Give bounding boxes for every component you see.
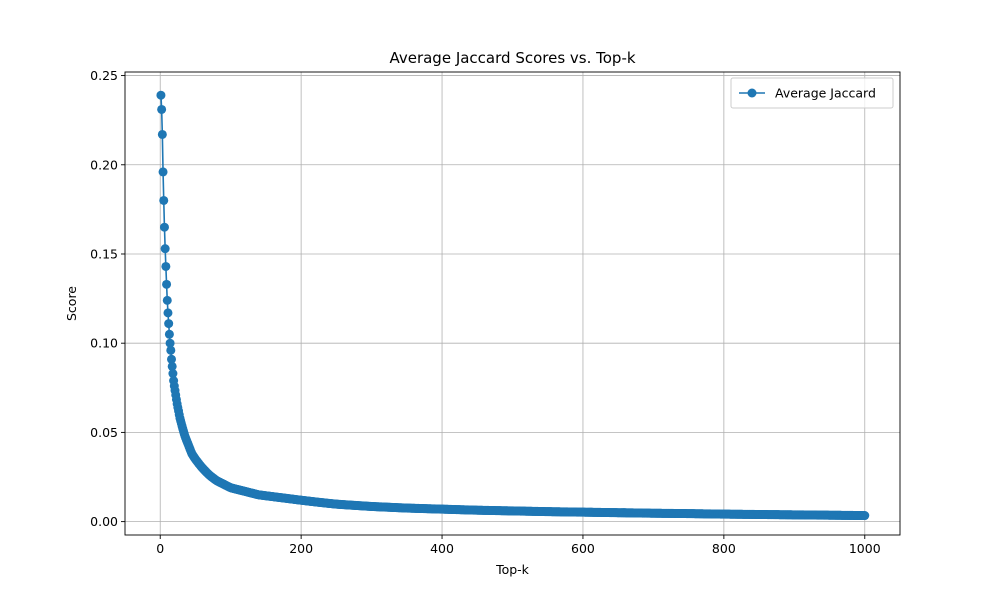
data-point <box>161 261 171 271</box>
data-point <box>168 369 178 379</box>
series-points-average-jaccard <box>156 90 870 521</box>
x-axis-label: Top-k <box>495 562 530 577</box>
data-point <box>157 104 167 114</box>
x-tick-label: 1000 <box>849 541 881 556</box>
x-tick-label: 600 <box>571 541 595 556</box>
data-point <box>156 90 166 100</box>
y-tick-label: 0.25 <box>90 68 118 83</box>
y-axis: 0.00 0.05 0.10 0.15 0.20 0.25 <box>90 68 125 529</box>
y-tick-label: 0.20 <box>90 157 118 172</box>
chart-title: Average Jaccard Scores vs. Top-k <box>389 49 635 67</box>
data-point <box>159 195 169 205</box>
y-tick-label: 0.05 <box>90 425 118 440</box>
grid <box>125 72 900 535</box>
data-point <box>167 354 176 364</box>
y-axis-label: Score <box>64 286 79 321</box>
data-point <box>162 279 172 289</box>
plot-frame <box>124 71 901 536</box>
data-point <box>164 329 174 339</box>
x-tick-label: 400 <box>430 541 454 556</box>
data-point <box>860 511 870 521</box>
x-tick-label: 200 <box>289 541 313 556</box>
data-point <box>167 361 177 371</box>
legend-box <box>730 77 894 109</box>
data-point <box>162 295 172 305</box>
data-point <box>159 222 169 232</box>
x-tick-label: 0 <box>156 541 164 556</box>
x-tick-label: 800 <box>712 541 736 556</box>
series-layer <box>156 90 870 521</box>
legend: Average Jaccard <box>730 77 894 109</box>
data-point <box>165 338 175 348</box>
y-tick-label: 0.10 <box>90 336 118 351</box>
data-point <box>157 129 167 139</box>
data-point <box>164 319 174 329</box>
legend-entry-average-jaccard: Average Jaccard <box>775 86 876 101</box>
y-tick-label: 0.00 <box>90 514 118 529</box>
data-point <box>163 308 173 318</box>
data-point <box>158 167 168 177</box>
data-point <box>160 244 170 254</box>
y-tick-label: 0.15 <box>90 246 118 261</box>
data-point <box>166 345 176 355</box>
x-axis: 0 200 400 600 800 1000 <box>156 535 881 556</box>
legend-dot-marker <box>747 88 757 98</box>
